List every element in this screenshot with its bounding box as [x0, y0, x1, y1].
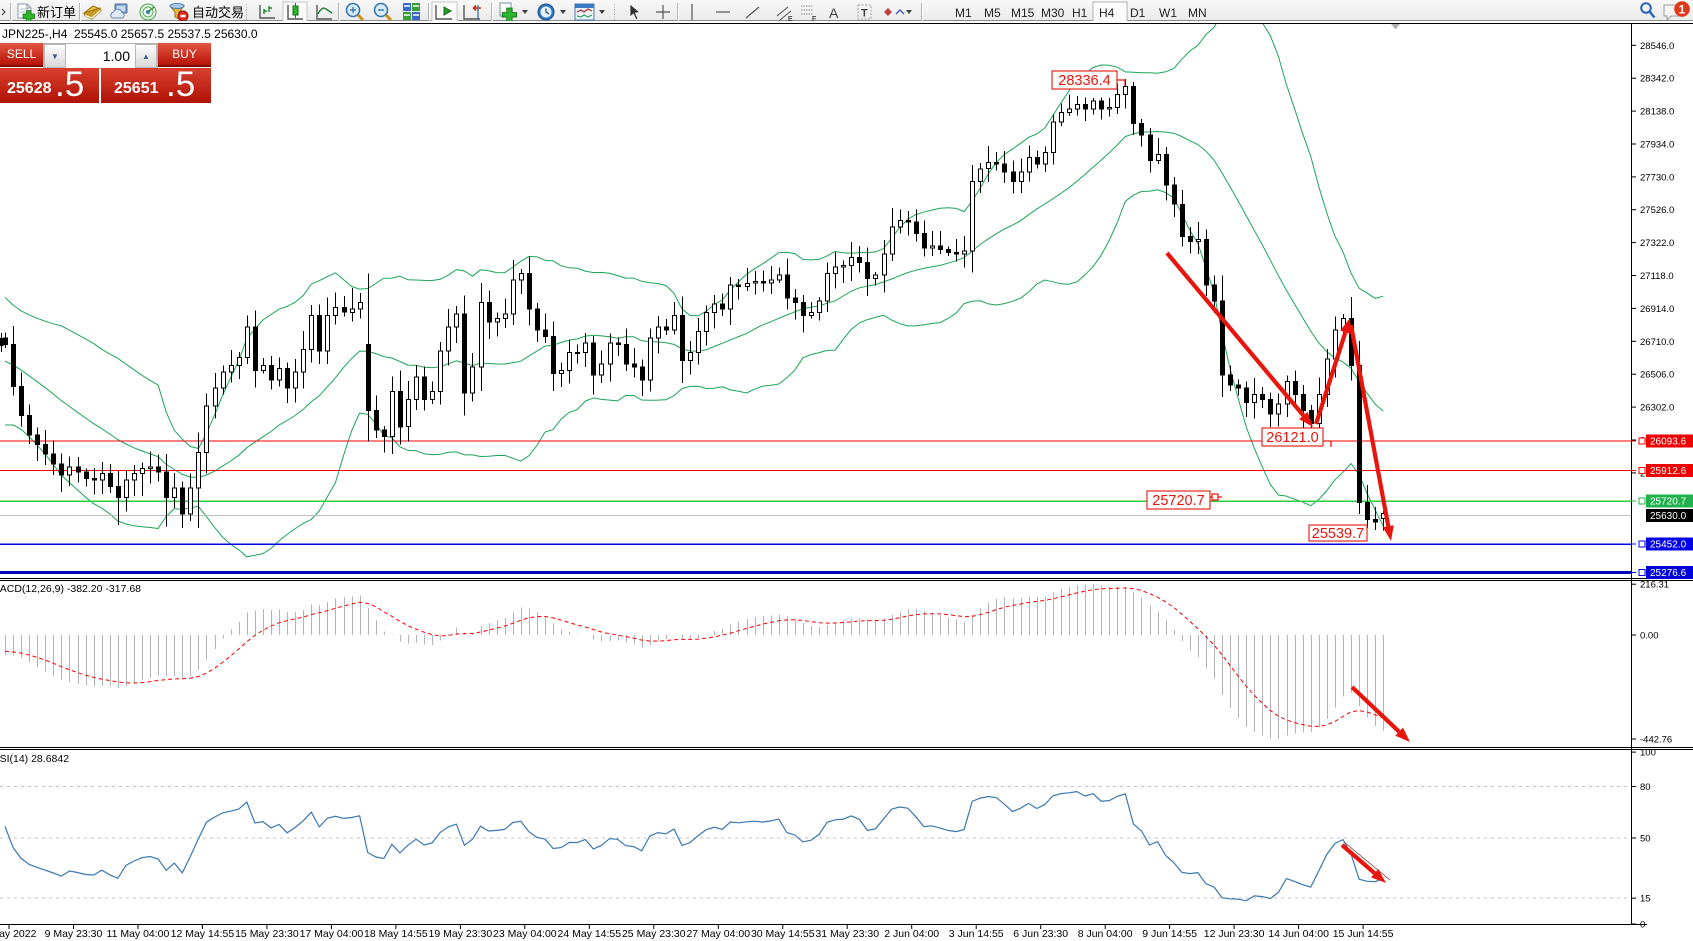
svg-text:27 May 04:00: 27 May 04:00 [686, 928, 750, 940]
svg-text:M5: M5 [984, 6, 1001, 20]
svg-text:24 May 14:55: 24 May 14:55 [557, 928, 621, 940]
svg-text:H4: H4 [1099, 6, 1115, 20]
svg-text:50: 50 [1640, 834, 1651, 845]
svg-text:F: F [812, 16, 816, 21]
svg-text:27526.0: 27526.0 [1640, 205, 1674, 216]
svg-text:28138.0: 28138.0 [1640, 107, 1674, 118]
svg-text:100: 100 [1640, 748, 1656, 759]
svg-text:15 Jun 14:55: 15 Jun 14:55 [1333, 928, 1394, 940]
svg-text:6 May 2022: 6 May 2022 [0, 928, 37, 940]
svg-text:H1: H1 [1072, 6, 1088, 20]
svg-text:9 May 23:30: 9 May 23:30 [45, 928, 103, 940]
svg-text:19 May 23:30: 19 May 23:30 [429, 928, 493, 940]
svg-text:25539.7: 25539.7 [1312, 526, 1364, 542]
svg-text:26302.0: 26302.0 [1640, 403, 1674, 414]
svg-text:25452.0: 25452.0 [1650, 540, 1687, 551]
svg-text:28342.0: 28342.0 [1640, 74, 1674, 85]
svg-text:E: E [788, 16, 793, 21]
svg-text:25720.7: 25720.7 [1650, 497, 1687, 508]
svg-text:6 Jun 23:30: 6 Jun 23:30 [1013, 928, 1068, 940]
svg-text:28336.4: 28336.4 [1058, 73, 1110, 89]
svg-text:25720.7: 25720.7 [1152, 493, 1204, 509]
svg-text:18 May 14:55: 18 May 14:55 [364, 928, 428, 940]
svg-text:28546.0: 28546.0 [1640, 41, 1674, 52]
svg-text:M30: M30 [1041, 6, 1065, 20]
svg-text:0.00: 0.00 [1640, 631, 1659, 642]
svg-text:17 May 04:00: 17 May 04:00 [300, 928, 364, 940]
svg-text:JPN225-,H4 25545.0 25657.5 25: JPN225-,H4 25545.0 25657.5 25537.5 25630… [2, 27, 258, 41]
svg-text:D1: D1 [1130, 6, 1146, 20]
svg-text:26506.0: 26506.0 [1640, 370, 1674, 381]
svg-text:MN: MN [1188, 6, 1207, 20]
svg-text:M15: M15 [1011, 6, 1035, 20]
svg-text:MACD(12,26,9) -382.20 -317.68: MACD(12,26,9) -382.20 -317.68 [0, 583, 141, 595]
svg-text:15 May 23:30: 15 May 23:30 [235, 928, 299, 940]
svg-text:27322.0: 27322.0 [1640, 238, 1674, 249]
svg-text:自动交易: 自动交易 [192, 5, 244, 20]
svg-text:12 May 14:55: 12 May 14:55 [171, 928, 235, 940]
svg-text:12 Jun 23:30: 12 Jun 23:30 [1204, 928, 1265, 940]
svg-text:14 Jun 04:00: 14 Jun 04:00 [1268, 928, 1329, 940]
svg-text:9 Jun 14:55: 9 Jun 14:55 [1142, 928, 1197, 940]
svg-text:A: A [829, 5, 839, 21]
svg-text:31 May 23:30: 31 May 23:30 [815, 928, 879, 940]
svg-text:25630.0: 25630.0 [1650, 511, 1687, 522]
svg-text:26914.0: 26914.0 [1640, 304, 1674, 315]
svg-text:1: 1 [1679, 3, 1686, 17]
svg-text:25 May 23:30: 25 May 23:30 [622, 928, 686, 940]
svg-text:T: T [861, 8, 868, 20]
svg-text:25912.6: 25912.6 [1650, 466, 1687, 477]
svg-text:26710.0: 26710.0 [1640, 337, 1674, 348]
svg-text:3 Jun 14:55: 3 Jun 14:55 [949, 928, 1004, 940]
svg-text:27730.0: 27730.0 [1640, 172, 1674, 183]
svg-text:216.31: 216.31 [1640, 580, 1669, 591]
svg-text:新订单: 新订单 [37, 5, 76, 20]
svg-text:0: 0 [1640, 920, 1645, 931]
svg-text:27118.0: 27118.0 [1640, 271, 1674, 282]
svg-text:-442.76: -442.76 [1640, 735, 1672, 746]
svg-text:26093.6: 26093.6 [1650, 437, 1687, 448]
svg-text:W1: W1 [1159, 6, 1177, 20]
svg-text:80: 80 [1640, 782, 1651, 793]
svg-text:25276.6: 25276.6 [1650, 568, 1687, 579]
svg-text:23 May 04:00: 23 May 04:00 [493, 928, 557, 940]
svg-text:M1: M1 [955, 6, 972, 20]
svg-text:26121.0: 26121.0 [1266, 430, 1318, 446]
svg-text:8 Jun 04:00: 8 Jun 04:00 [1078, 928, 1133, 940]
svg-text:11 May 04:00: 11 May 04:00 [107, 928, 170, 940]
svg-text:RSI(14) 28.6842: RSI(14) 28.6842 [0, 753, 69, 765]
svg-text:30 May 14:55: 30 May 14:55 [751, 928, 815, 940]
svg-text:15: 15 [1640, 894, 1651, 905]
svg-text:2 Jun 04:00: 2 Jun 04:00 [884, 928, 939, 940]
svg-text:27934.0: 27934.0 [1640, 139, 1674, 150]
